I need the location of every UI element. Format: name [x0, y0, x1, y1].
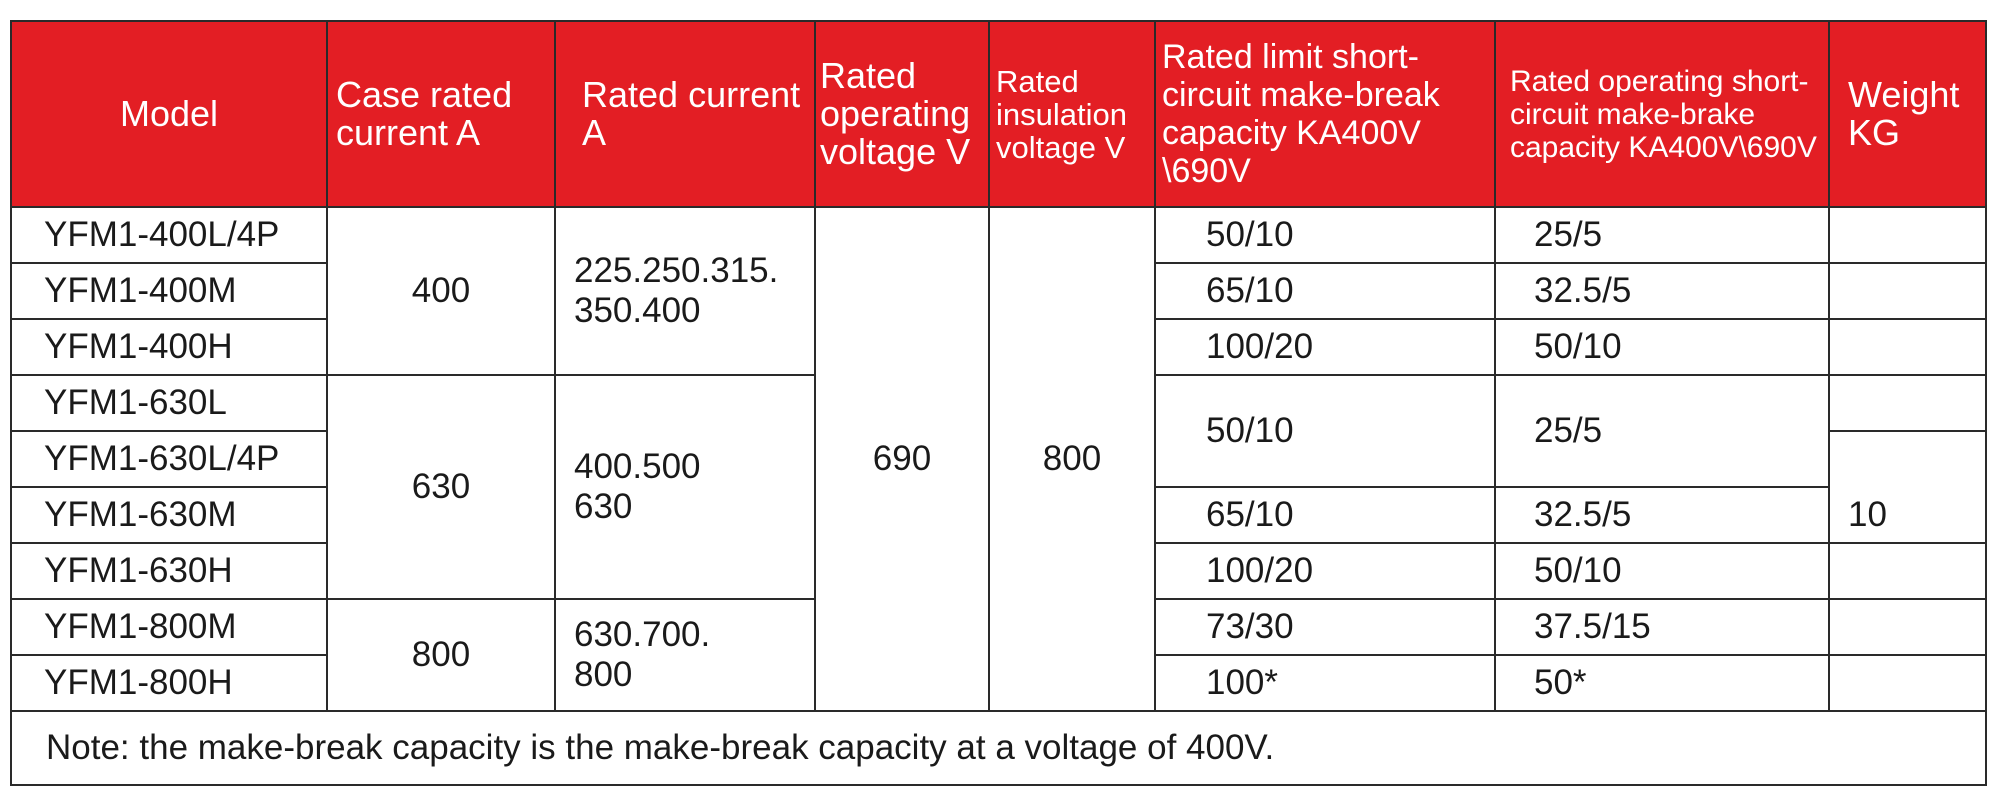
weight-cell-empty	[1828, 654, 1987, 712]
case-rated-current-cell: 800	[326, 598, 556, 712]
limit-capacity-cell: 73/30	[1154, 598, 1496, 656]
weight-cell-empty	[1828, 598, 1987, 656]
note-row: Note: the make-break capacity is the mak…	[10, 710, 1987, 786]
operating-capacity-cell: 32.5/5	[1494, 262, 1830, 320]
table-row: YFM1-400L/4P 400 225.250.315. 350.400 69…	[10, 206, 1987, 712]
model-cell: YFM1-630M	[10, 486, 328, 544]
note-text: Note: the make-break capacity is the mak…	[10, 710, 1987, 786]
limit-capacity-cell: 100*	[1154, 654, 1496, 712]
model-cell: YFM1-400L/4P	[10, 206, 328, 264]
operating-capacity-cell: 37.5/15	[1494, 598, 1830, 656]
rated-current-line: 225.250.315.	[574, 251, 779, 290]
weight-cell-empty	[1828, 206, 1987, 264]
table-row: YFM1-800H 100* 50*	[10, 654, 1987, 712]
table-row: YFM1-630M 65/10 32.5/5 10	[10, 486, 1987, 544]
limit-capacity-cell: 100/20	[1154, 542, 1496, 600]
table-row: YFM1-630H 100/20 50/10	[10, 542, 1987, 600]
header-model: Model	[10, 20, 328, 208]
spec-table: Model Case rated current A Rated current…	[10, 20, 1987, 786]
header-weight: Weight KG	[1828, 20, 1987, 208]
operating-capacity-cell: 50*	[1494, 654, 1830, 712]
operating-capacity-cell: 25/5	[1494, 206, 1830, 264]
model-cell: YFM1-630L	[10, 374, 328, 432]
header-rated-limit-capacity: Rated limit short-circuit make-break cap…	[1154, 20, 1496, 208]
limit-capacity-cell: 65/10	[1154, 486, 1496, 544]
operating-capacity-cell: 25/5	[1494, 374, 1830, 488]
header-rated-current: Rated current A	[554, 20, 816, 208]
table-row: YFM1-630L 630 400.500 630 50/10 25/5	[10, 374, 1987, 600]
rated-current-line: 350.400	[574, 291, 701, 330]
table-row: YFM1-630L/4P	[10, 430, 1987, 488]
weight-cell-empty	[1828, 430, 1987, 487]
rated-operating-voltage-cell: 690	[814, 206, 990, 712]
rated-current-line: 630	[574, 487, 633, 526]
rated-current-cell: 225.250.315. 350.400	[554, 206, 816, 376]
rated-current-cell: 400.500 630	[554, 374, 816, 600]
header-rated-operating-capacity: Rated operating short-circuit make-brake…	[1494, 20, 1830, 208]
model-cell: YFM1-630H	[10, 542, 328, 600]
case-rated-current-cell: 630	[326, 374, 556, 600]
rated-current-line: 630.700.	[574, 615, 711, 654]
model-cell: YFM1-630L/4P	[10, 430, 328, 488]
header-rated-operating-voltage: Rated operating voltage V	[814, 20, 990, 208]
weight-cell-empty	[1828, 262, 1987, 320]
case-rated-current-cell: 400	[326, 206, 556, 376]
header-row: Model Case rated current A Rated current…	[10, 20, 1987, 208]
limit-capacity-cell: 65/10	[1154, 262, 1496, 320]
rated-current-cell: 630.700. 800	[554, 598, 816, 712]
limit-capacity-cell: 100/20	[1154, 318, 1496, 376]
operating-capacity-cell: 50/10	[1494, 318, 1830, 376]
weight-cell-empty	[1828, 374, 1987, 432]
table-row: YFM1-400M 65/10 32.5/5	[10, 262, 1987, 320]
weight-cell: 10	[1828, 487, 1987, 544]
weight-cell-empty	[1828, 318, 1987, 376]
header-case-rated-current: Case rated current A	[326, 20, 556, 208]
table-row: YFM1-800M 800 630.700. 800 73/30 37.5/15	[10, 598, 1987, 712]
operating-capacity-cell: 50/10	[1494, 542, 1830, 600]
rated-insulation-voltage-cell: 800	[988, 206, 1156, 712]
table-row: YFM1-400H 100/20 50/10	[10, 318, 1987, 376]
weight-cell-empty	[1828, 542, 1987, 600]
model-cell: YFM1-800H	[10, 654, 328, 712]
limit-capacity-cell: 50/10	[1154, 374, 1496, 488]
header-rated-insulation-voltage: Rated insulation voltage V	[988, 20, 1156, 208]
operating-capacity-cell: 32.5/5	[1494, 486, 1830, 544]
limit-capacity-cell: 50/10	[1154, 206, 1496, 264]
model-cell: YFM1-800M	[10, 598, 328, 656]
rated-current-line: 800	[574, 655, 633, 694]
rated-current-line: 400.500	[574, 447, 701, 486]
model-cell: YFM1-400H	[10, 318, 328, 376]
model-cell: YFM1-400M	[10, 262, 328, 320]
spec-table-container: Model Case rated current A Rated current…	[10, 20, 1987, 786]
